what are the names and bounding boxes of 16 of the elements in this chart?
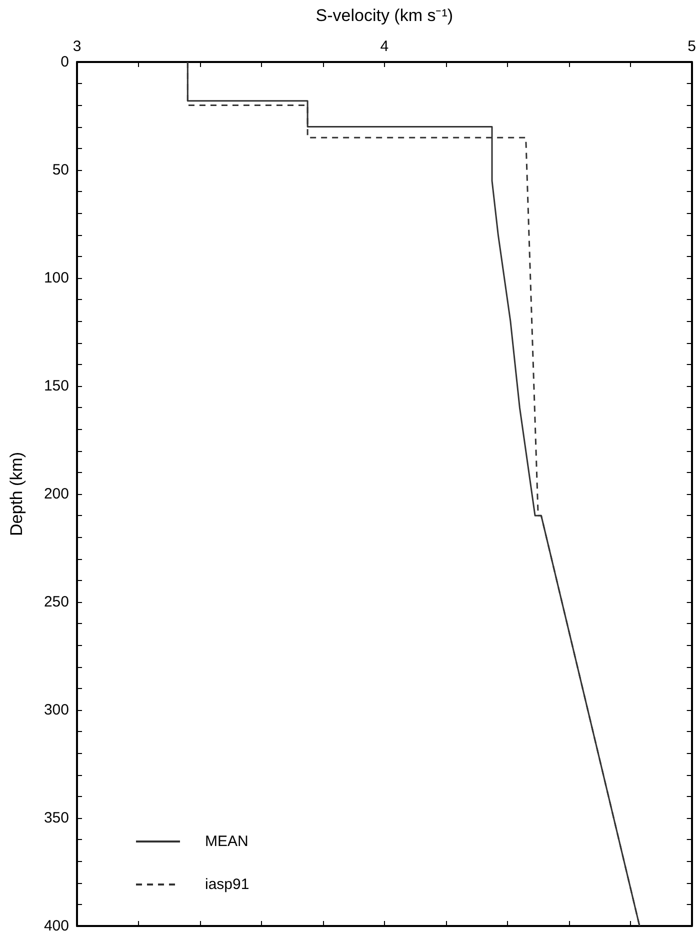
legend-label: iasp91 <box>205 876 250 893</box>
y-tick-label: 150 <box>44 378 69 394</box>
x-axis-title: S-velocity (km s⁻¹) <box>316 6 454 25</box>
y-tick-label: 250 <box>44 594 69 610</box>
y-tick-label: 350 <box>44 810 69 826</box>
y-tick-label: 0 <box>60 54 69 70</box>
y-tick-label: 200 <box>44 486 69 502</box>
y-tick-label: 300 <box>44 702 69 718</box>
x-tick-label: 4 <box>380 38 389 55</box>
x-tick-label: 3 <box>72 38 82 55</box>
y-tick-label: 100 <box>44 270 69 286</box>
x-tick-label: 5 <box>688 38 696 55</box>
legend-label: MEAN <box>205 833 248 850</box>
y-axis-title: Depth (km) <box>7 452 26 536</box>
y-tick-label: 400 <box>44 918 69 934</box>
y-tick-label: 50 <box>52 162 69 178</box>
